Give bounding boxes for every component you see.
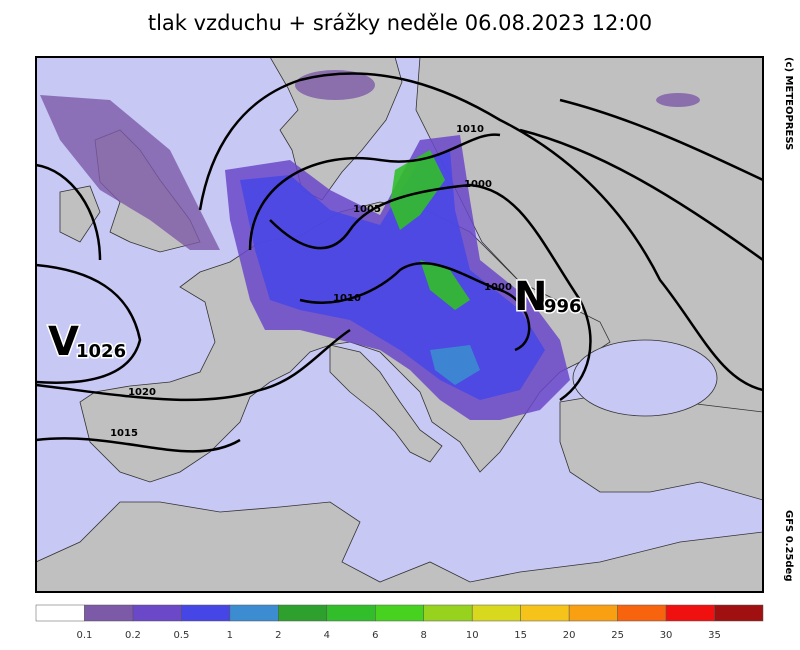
pressure-centers: V 1026 N 996 bbox=[47, 273, 584, 367]
legend-swatch bbox=[181, 604, 231, 622]
legend-label: 30 bbox=[660, 630, 673, 641]
legend-label: 35 bbox=[708, 630, 721, 641]
isobar-label: 1010 bbox=[456, 124, 484, 135]
legend-label: 8 bbox=[421, 630, 427, 641]
land bbox=[59, 185, 101, 243]
black-sea bbox=[572, 339, 718, 417]
legend-label: 15 bbox=[514, 630, 527, 641]
isobar-label: 1020 bbox=[128, 387, 156, 398]
legend-swatch bbox=[471, 604, 521, 622]
legend-swatch bbox=[568, 604, 618, 622]
legend: 0.1 0.2 0.5 1 2 4 6 8 10 15 20 25 30 35 bbox=[35, 604, 764, 641]
title: tlak vzduchu + srážky neděle 06.08.2023 … bbox=[148, 11, 652, 35]
isobar-label: 1010 bbox=[333, 293, 361, 304]
isobars bbox=[36, 72, 763, 453]
legend-swatch bbox=[326, 604, 376, 622]
legend-label: 10 bbox=[466, 630, 479, 641]
legend-swatch bbox=[423, 604, 473, 622]
isobar-labels: 1010 1000 1005 1010 1000 1020 1015 bbox=[110, 124, 512, 439]
isobar-label: 1015 bbox=[110, 428, 138, 439]
low-value: 996 bbox=[544, 296, 582, 317]
legend-label: 0.1 bbox=[77, 630, 93, 641]
legend-swatch bbox=[520, 604, 570, 622]
legend-label: 25 bbox=[611, 630, 624, 641]
model-name: GFS 0.25deg bbox=[783, 510, 794, 582]
legend-swatch bbox=[132, 604, 182, 622]
legend-swatch bbox=[665, 604, 715, 622]
map bbox=[36, 57, 763, 592]
legend-label: 1 bbox=[227, 630, 233, 641]
legend-swatch bbox=[278, 604, 328, 622]
legend-label: 0.5 bbox=[173, 630, 189, 641]
legend-label: 0.2 bbox=[125, 630, 141, 641]
land bbox=[36, 501, 763, 592]
high-letter: V bbox=[48, 319, 79, 365]
legend-swatch bbox=[229, 604, 279, 622]
legend-label: 20 bbox=[563, 630, 576, 641]
high-value: 1026 bbox=[76, 341, 126, 362]
legend-swatch bbox=[35, 604, 85, 622]
legend-label: 2 bbox=[275, 630, 281, 641]
low-letter: N bbox=[514, 274, 547, 320]
land bbox=[329, 344, 443, 463]
legend-swatch bbox=[84, 604, 134, 622]
legend-swatch bbox=[617, 604, 667, 622]
legend-swatch bbox=[375, 604, 424, 622]
legend-swatch bbox=[714, 604, 764, 622]
isobar-label: 1005 bbox=[353, 204, 381, 215]
map-frame bbox=[35, 56, 764, 593]
legend-label: 6 bbox=[372, 630, 378, 641]
isobar-label: 1000 bbox=[464, 179, 492, 190]
precipitation bbox=[40, 70, 700, 420]
legend-label: 4 bbox=[324, 630, 330, 641]
copyright: (c) METEOPRESS bbox=[783, 57, 794, 150]
isobar-label: 1000 bbox=[484, 282, 512, 293]
